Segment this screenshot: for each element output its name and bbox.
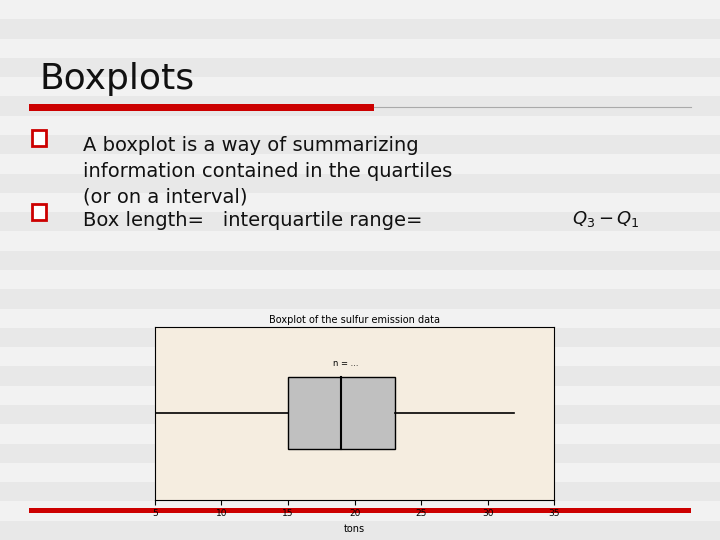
Bar [0, 443, 720, 463]
Bar [0, 521, 720, 540]
Bar [0, 38, 720, 58]
Text: information contained in the quartiles: information contained in the quartiles [83, 162, 452, 181]
Text: Boxplots: Boxplots [40, 62, 194, 96]
Bar [0, 424, 720, 443]
Bar [0, 502, 720, 521]
Bar [0, 97, 720, 116]
Bar [0, 367, 720, 386]
Bar [0, 308, 720, 328]
Bar [0, 116, 720, 135]
Bar [0, 289, 720, 308]
Bar [0, 232, 720, 251]
Bar [32, 204, 46, 220]
Text: $\mathit{Q}_3 - \mathit{Q}_1$: $\mathit{Q}_3 - \mathit{Q}_1$ [572, 209, 640, 229]
Text: Box length=   interquartile range=: Box length= interquartile range= [83, 211, 428, 229]
Bar [0, 482, 720, 502]
Text: n = ...: n = ... [333, 359, 358, 368]
Bar [0, 19, 720, 38]
Bar [0, 405, 720, 424]
Bar [0, 251, 720, 270]
Text: (or on a interval): (or on a interval) [83, 188, 247, 207]
Bar [0, 58, 720, 77]
Bar [0, 328, 720, 347]
Text: A boxplot is a way of summarizing: A boxplot is a way of summarizing [83, 136, 418, 155]
Bar [0, 173, 720, 193]
Bar [0, 386, 720, 405]
X-axis label: tons: tons [344, 524, 365, 534]
Bar [0, 347, 720, 367]
Bar [0, 212, 720, 232]
Bar [0, 154, 720, 173]
Title: Boxplot of the sulfur emission data: Boxplot of the sulfur emission data [269, 314, 440, 325]
Bar [0, 270, 720, 289]
Bar [0, 0, 720, 19]
Bar [0, 463, 720, 482]
Bar [0, 77, 720, 97]
Bar [0, 135, 720, 154]
Bar [32, 130, 46, 146]
Bar [29, 508, 691, 513]
Bar [288, 377, 395, 449]
Bar [29, 104, 374, 111]
Bar [0, 193, 720, 212]
